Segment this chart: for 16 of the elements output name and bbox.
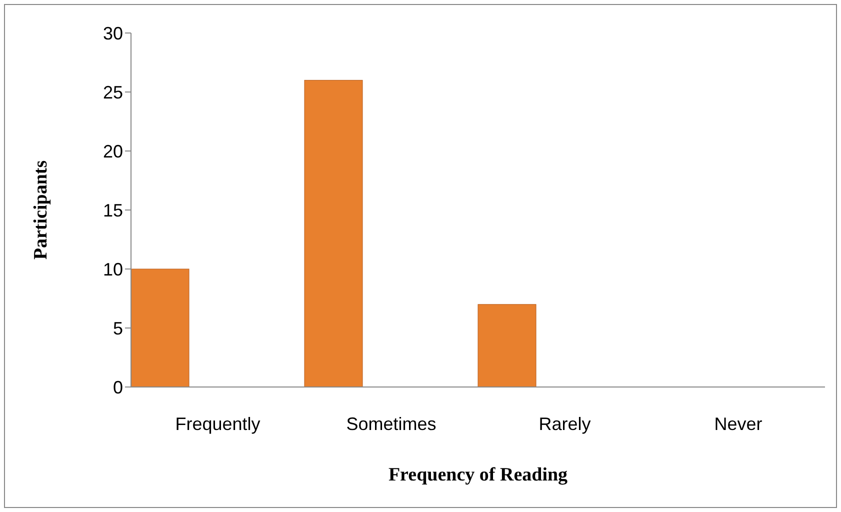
x-tick-label: Sometimes <box>346 414 436 434</box>
y-tick-label: 5 <box>112 318 123 338</box>
y-tick-label: 20 <box>102 141 123 162</box>
x-tick-label: Frequently <box>175 414 260 434</box>
y-tick-label: 0 <box>112 377 123 398</box>
bar <box>478 304 536 387</box>
x-axis-title: Frequency of Reading <box>388 464 568 486</box>
x-tick-label: Rarely <box>538 414 591 434</box>
x-tick-label: Never <box>714 414 762 434</box>
y-tick-label: 15 <box>102 200 123 220</box>
y-tick-label: 25 <box>102 82 123 102</box>
bar <box>304 80 363 387</box>
y-tick-label: 10 <box>102 259 123 280</box>
y-axis-title: Participants <box>30 160 52 260</box>
bar <box>130 268 190 387</box>
y-tick-label: 30 <box>102 23 123 44</box>
